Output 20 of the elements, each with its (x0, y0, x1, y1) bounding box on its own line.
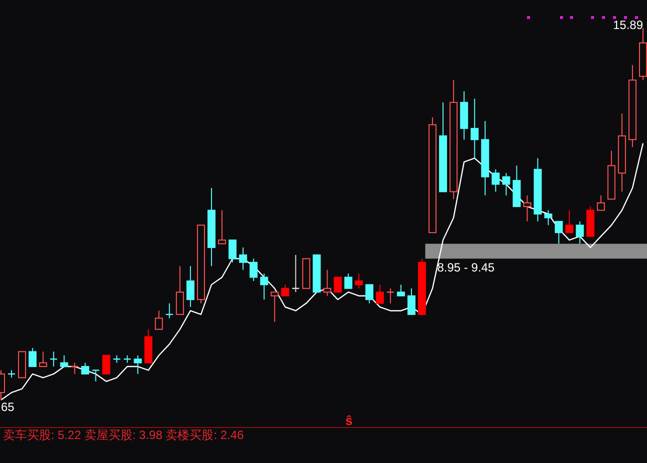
candlestick (186, 266, 194, 308)
candlestick (481, 120, 490, 196)
candlestick (323, 269, 332, 296)
candlestick (460, 90, 468, 140)
candlestick (354, 273, 363, 289)
candlestick (207, 187, 216, 267)
annotation: 15.89 (612, 18, 644, 32)
candlestick (618, 113, 626, 192)
band-label: 8.95 - 9.45 (437, 260, 495, 275)
candlestick (502, 172, 510, 196)
text: 卖车买股: 5.22 卖屋买股: 3.98 卖楼买股: 2.46 (3, 428, 244, 442)
candlestick (250, 258, 258, 282)
candlestick (450, 80, 458, 200)
candlestick (523, 194, 532, 222)
text: ŝ (345, 413, 353, 428)
candlestick (628, 64, 636, 148)
candlestick (470, 98, 479, 159)
candlestick (239, 246, 248, 270)
annotation: 65 (1, 400, 15, 414)
candlestick (534, 158, 542, 222)
